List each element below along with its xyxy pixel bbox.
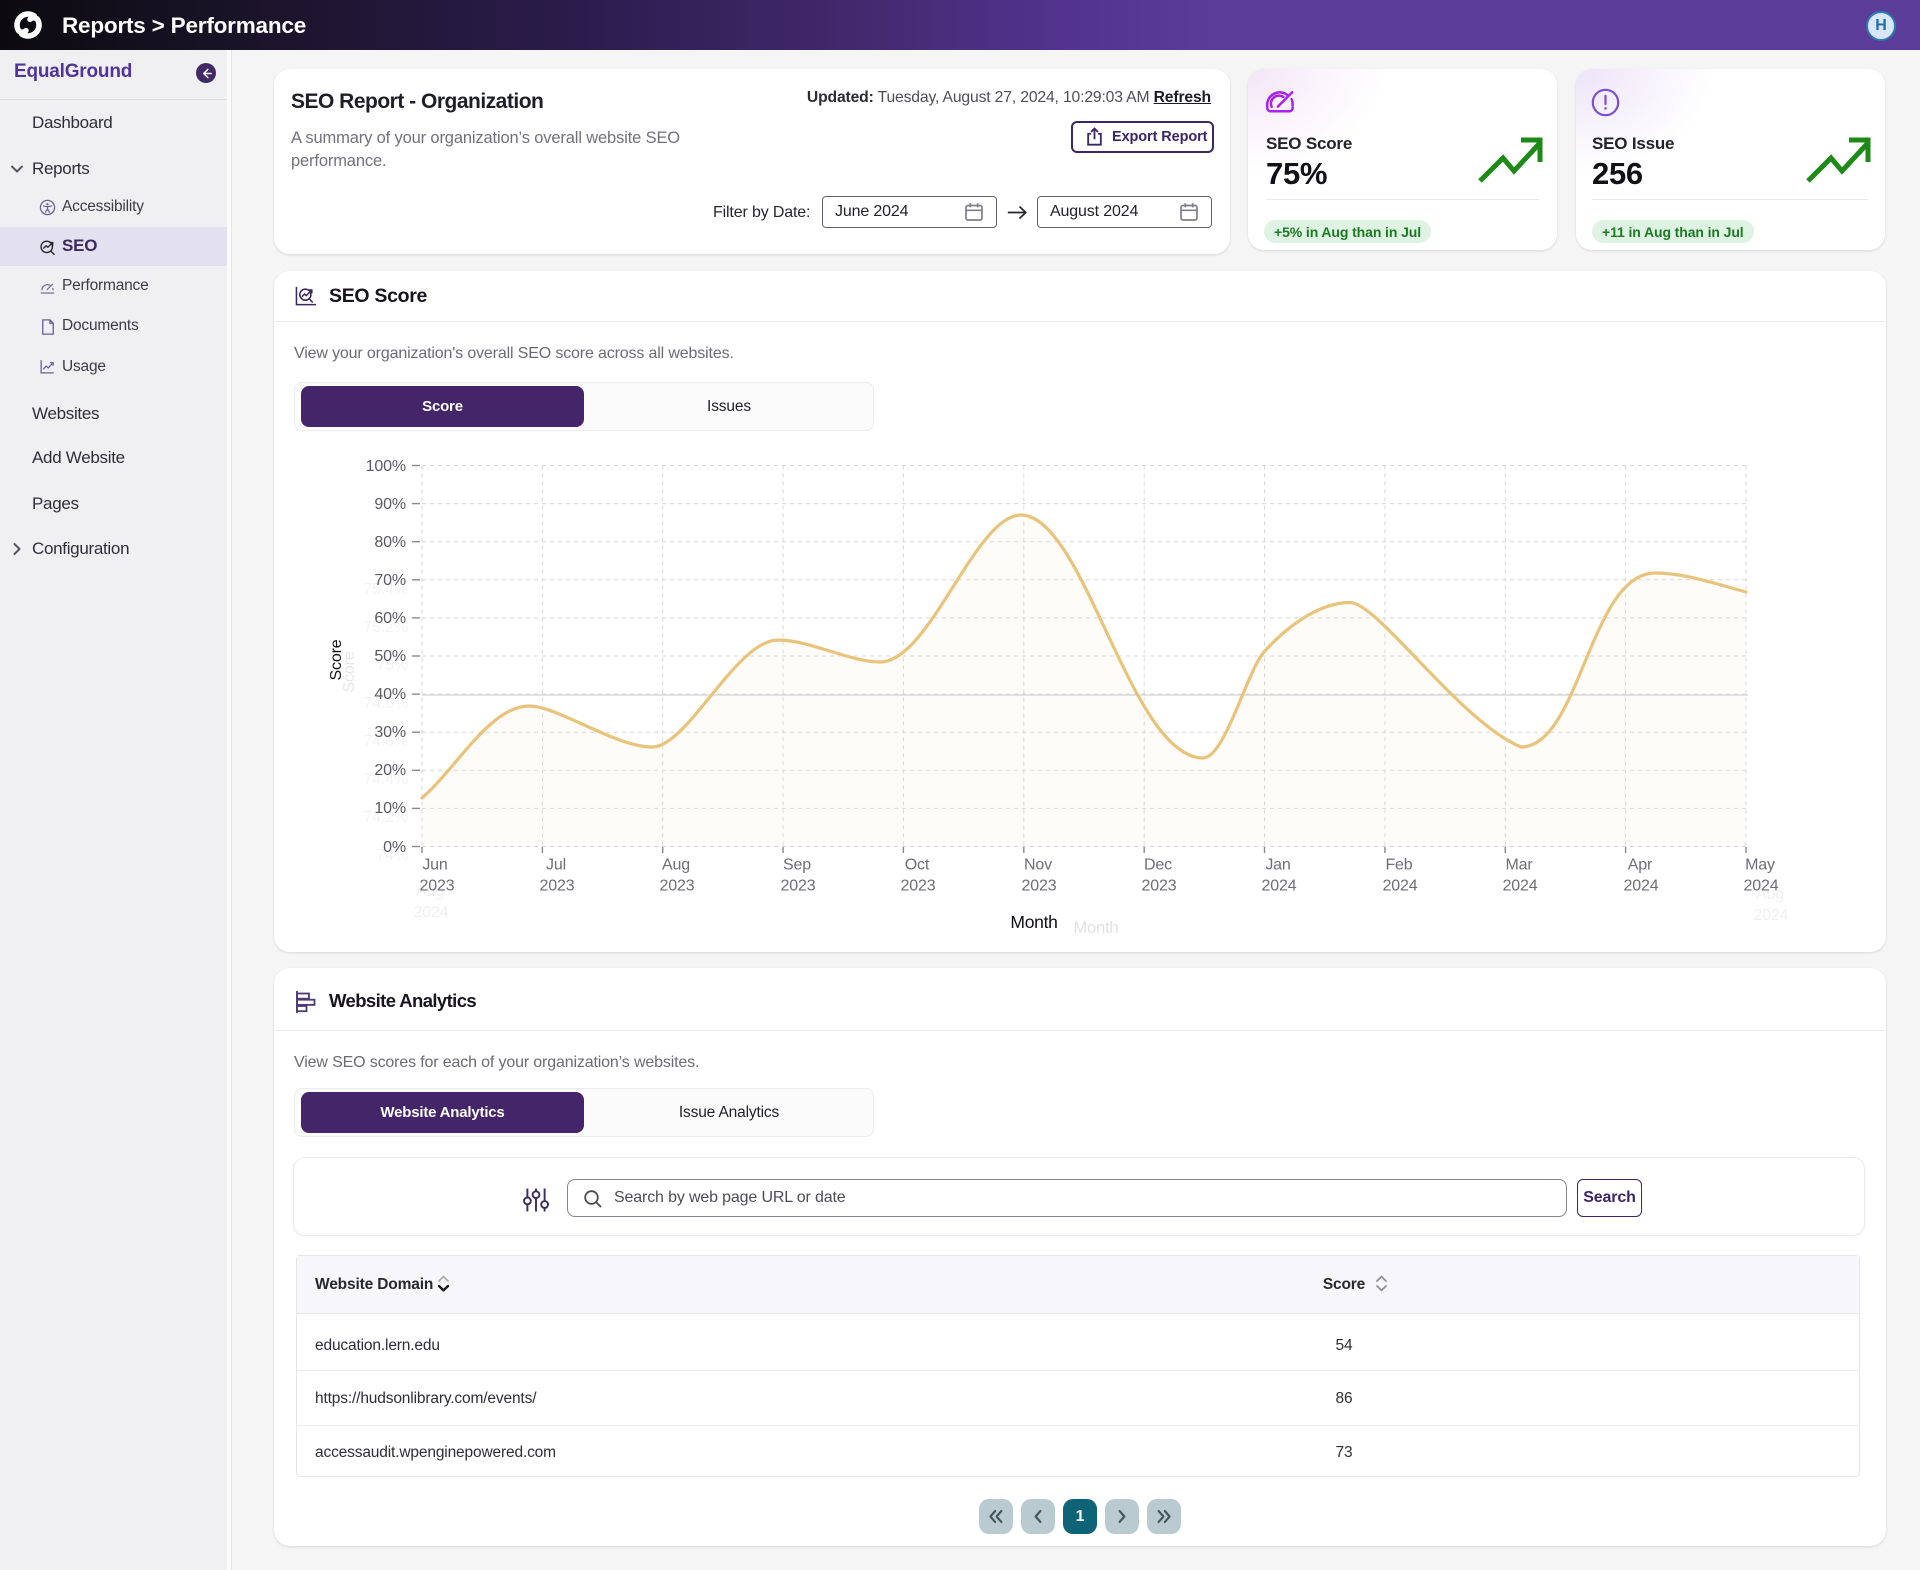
svg-text:Month: Month — [1073, 919, 1118, 937]
svg-text:2024: 2024 — [1262, 878, 1297, 895]
svg-text:75.4%: 75.4% — [363, 581, 408, 598]
svg-text:Jan: Jan — [1265, 857, 1290, 874]
svg-text:Jun: Jun — [422, 857, 447, 874]
svg-text:Feb: Feb — [1385, 857, 1412, 874]
svg-text:75%: 75% — [376, 657, 408, 674]
svg-text:74.2%: 74.2% — [363, 809, 408, 826]
svg-text:Nov: Nov — [1024, 857, 1052, 874]
svg-text:2023: 2023 — [1142, 878, 1177, 895]
svg-text:Dec: Dec — [1144, 857, 1172, 874]
svg-text:40%: 40% — [374, 686, 406, 703]
svg-text:Aug: Aug — [416, 883, 444, 900]
svg-text:2023: 2023 — [540, 878, 575, 895]
svg-text:70%: 70% — [374, 572, 406, 589]
svg-text:2024: 2024 — [414, 904, 449, 921]
svg-text:Mar: Mar — [1505, 857, 1533, 874]
svg-text:20%: 20% — [374, 762, 406, 779]
svg-text:2024: 2024 — [1383, 878, 1418, 895]
svg-text:Aug: Aug — [1756, 886, 1784, 903]
svg-text:74.4%: 74.4% — [363, 771, 408, 788]
svg-text:Sep: Sep — [783, 857, 811, 874]
svg-text:75.2%: 75.2% — [363, 619, 408, 636]
svg-text:Jul: Jul — [546, 857, 566, 874]
svg-text:2024: 2024 — [1624, 878, 1659, 895]
svg-text:Oct: Oct — [905, 857, 930, 874]
svg-text:60%: 60% — [374, 610, 406, 627]
svg-text:50%: 50% — [374, 648, 406, 665]
svg-text:80%: 80% — [374, 534, 406, 551]
svg-text:Aug: Aug — [662, 857, 690, 874]
svg-text:2023: 2023 — [1022, 878, 1057, 895]
svg-text:2023: 2023 — [901, 878, 936, 895]
svg-text:2023: 2023 — [781, 878, 816, 895]
svg-text:2024: 2024 — [1754, 907, 1789, 924]
svg-text:74.8%: 74.8% — [363, 695, 408, 712]
svg-text:0%: 0% — [383, 839, 406, 856]
svg-text:74%: 74% — [376, 847, 408, 864]
svg-text:2023: 2023 — [660, 878, 695, 895]
svg-text:Month: Month — [1010, 912, 1057, 932]
svg-text:May: May — [1745, 857, 1775, 874]
svg-text:74.6%: 74.6% — [363, 733, 408, 750]
svg-text:Apr: Apr — [1628, 857, 1653, 874]
svg-text:Score: Score — [330, 639, 345, 680]
svg-text:30%: 30% — [374, 724, 406, 741]
svg-text:90%: 90% — [374, 496, 406, 513]
svg-text:2024: 2024 — [1503, 878, 1538, 895]
svg-text:Score: Score — [341, 651, 358, 692]
svg-text:2023: 2023 — [420, 878, 455, 895]
svg-text:100%: 100% — [366, 458, 406, 475]
svg-text:2024: 2024 — [1744, 878, 1779, 895]
svg-text:10%: 10% — [374, 800, 406, 817]
